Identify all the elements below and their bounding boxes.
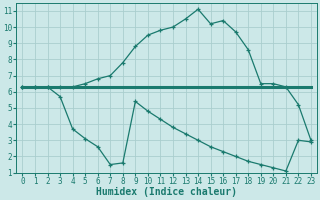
X-axis label: Humidex (Indice chaleur): Humidex (Indice chaleur) <box>96 187 237 197</box>
